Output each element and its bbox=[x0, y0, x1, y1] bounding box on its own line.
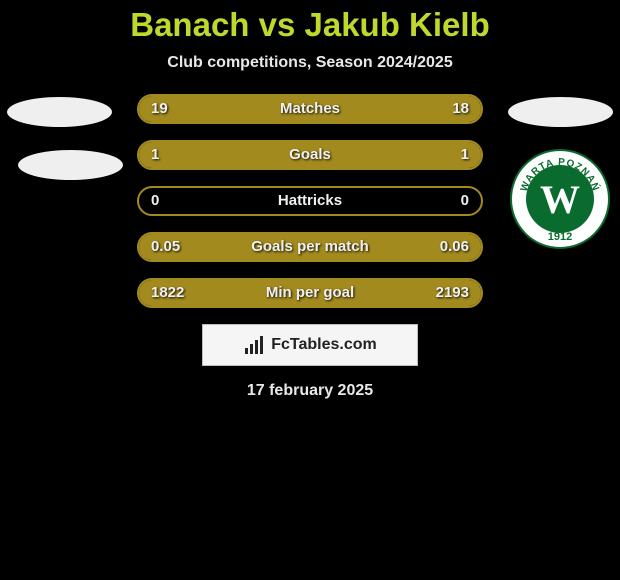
stats-zone: WARTA POZNAŃ 1912 W 1918Matches 11Goals 00… bbox=[0, 94, 620, 308]
stat-label: Goals per match bbox=[139, 234, 481, 260]
player-right-photo-placeholder bbox=[508, 97, 613, 127]
stat-row: 1918Matches bbox=[137, 94, 483, 124]
player-left-photo-placeholder bbox=[7, 97, 112, 127]
stat-label: Hattricks bbox=[139, 188, 481, 214]
stat-label: Matches bbox=[139, 96, 481, 122]
source-brand-text: FcTables.com bbox=[271, 336, 377, 354]
stat-row: 00Hattricks bbox=[137, 186, 483, 216]
subtitle: Club competitions, Season 2024/2025 bbox=[0, 54, 620, 72]
club-left-logo-placeholder bbox=[18, 150, 123, 180]
warta-poznan-crest-icon: WARTA POZNAŃ 1912 W bbox=[510, 149, 610, 249]
stat-row: 18222193Min per goal bbox=[137, 278, 483, 308]
page-title: Banach vs Jakub Kielb bbox=[0, 0, 620, 44]
stat-label: Goals bbox=[139, 142, 481, 168]
stat-row: 0.050.06Goals per match bbox=[137, 232, 483, 262]
club-right-crest: WARTA POZNAŃ 1912 W bbox=[510, 149, 610, 249]
bar-chart-icon bbox=[243, 334, 265, 356]
stat-label: Min per goal bbox=[139, 280, 481, 306]
as-of-date: 17 february 2025 bbox=[0, 382, 620, 400]
source-attribution[interactable]: FcTables.com bbox=[202, 324, 418, 366]
stat-row: 11Goals bbox=[137, 140, 483, 170]
crest-year: 1912 bbox=[548, 231, 572, 243]
crest-letter: W bbox=[540, 177, 580, 222]
